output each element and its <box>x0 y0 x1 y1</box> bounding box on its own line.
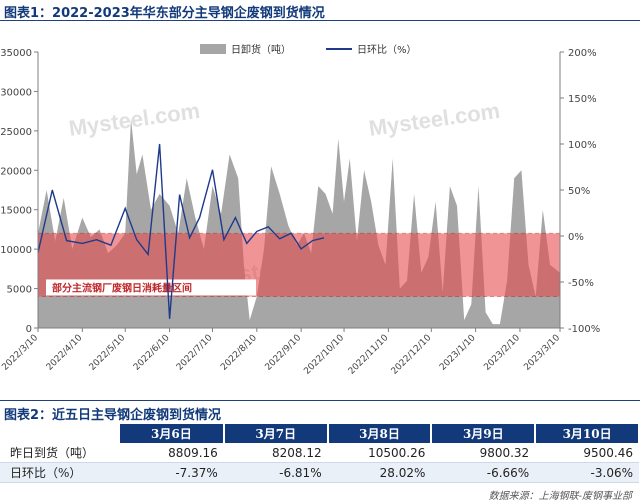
table-cell: -3.06% <box>535 462 639 483</box>
right-tick-label: -50% <box>568 278 594 289</box>
table-cell: -6.81% <box>223 462 328 483</box>
left-tick-label: 20000 <box>0 166 32 177</box>
x-tick-label: 2022/11/10 <box>347 333 391 377</box>
right-tick-label: 50% <box>568 186 590 197</box>
table-row: 日环比（%） -7.37% -6.81% 28.02% -6.66% -3.06… <box>0 462 639 483</box>
left-tick-label: 15000 <box>0 206 32 217</box>
title-underline <box>0 20 640 21</box>
left-tick-label: 10000 <box>0 245 32 256</box>
watermark-text: Mysteel.com <box>367 98 501 141</box>
table-header-row: 3月6日 3月7日 3月8日 3月9日 3月10日 <box>0 424 640 443</box>
col-header: 3月8日 <box>327 424 433 443</box>
col-header: 3月6日 <box>120 424 225 443</box>
col-header: 3月9日 <box>431 424 537 443</box>
right-tick-label: 200% <box>568 48 597 59</box>
x-tick-label: 2022/5/10 <box>88 333 128 373</box>
left-tick-label: 5000 <box>7 285 32 296</box>
arrival-table: 3月6日 3月7日 3月8日 3月9日 3月10日 昨日到货（吨） 8809.1… <box>0 424 640 483</box>
legend-label-line: 日环比（%） <box>357 44 417 56</box>
figure1-title: 图表1：2022-2023年华东部分主导钢企废钢到货情况 <box>4 6 325 21</box>
x-tick-label: 2022/10/10 <box>302 333 346 377</box>
right-tick-label: 0% <box>568 232 584 243</box>
line-layer <box>37 143 325 319</box>
right-tick-label: 100% <box>568 140 597 151</box>
table-cell: -6.66% <box>431 462 536 483</box>
left-tick-label: 25000 <box>0 127 32 138</box>
table-cell: 9500.46 <box>535 443 639 463</box>
band-layer: 部分主流钢厂废钢日消耗量区间 <box>37 232 561 297</box>
left-tick-label: 0 <box>26 324 32 335</box>
x-tick-label: 2023/2/10 <box>482 333 522 373</box>
x-tick-label: 2022/6/10 <box>132 333 172 373</box>
left-tick-label: 35000 <box>0 48 32 59</box>
area-layer <box>38 119 560 328</box>
figure2-title: 图表2：近五日主导钢企废钢到货情况 <box>4 408 222 423</box>
band-label-box <box>46 279 256 296</box>
x-tick-label: 2022/7/10 <box>175 333 215 373</box>
table-cell: 9800.32 <box>431 443 536 463</box>
x-tick-label: 2022/12/10 <box>390 333 434 377</box>
legend-label-area: 日卸货（吨） <box>231 43 291 56</box>
left-tick-label: 30000 <box>0 87 32 98</box>
table-cell: -7.37% <box>120 462 224 483</box>
right-tick-label: 150% <box>568 94 597 105</box>
x-tick-label: 2022/3/10 <box>0 333 40 373</box>
section-divider <box>0 400 640 401</box>
table-cell: 8208.12 <box>223 443 328 463</box>
band-annotation: 部分主流钢厂废钢日消耗量区间 <box>52 281 192 294</box>
series-dod-line <box>37 143 325 319</box>
row-label: 日环比（%） <box>0 462 120 483</box>
row-label: 昨日到货（吨） <box>0 443 120 463</box>
table-cell: 28.02% <box>327 462 432 483</box>
x-tick-label: 2022/8/10 <box>219 333 259 373</box>
table-cell: 8809.16 <box>120 443 224 463</box>
col-header: 3月7日 <box>223 424 329 443</box>
legend-swatch-area <box>200 44 226 54</box>
x-tick-label: 2023/3/10 <box>522 333 562 373</box>
x-tick-label: 2022/9/10 <box>264 333 304 373</box>
x-tick-label: 2023/1/10 <box>438 333 478 373</box>
watermark-text: Mysteel.com <box>67 98 201 141</box>
right-tick-label: -100% <box>568 324 600 335</box>
table-row: 昨日到货（吨） 8809.16 8208.12 10500.26 9800.32… <box>0 443 639 463</box>
source-note: 数据来源：上海钢联-废钢事业部 <box>488 491 632 502</box>
x-tick-label: 2022/4/10 <box>45 333 85 373</box>
series-unloading-area <box>38 119 560 328</box>
col-header: 3月10日 <box>535 424 640 443</box>
header-corner <box>0 424 120 443</box>
legend-layer: 日卸货（吨） 日环比（%） <box>200 43 417 56</box>
table-cell: 10500.26 <box>327 443 432 463</box>
